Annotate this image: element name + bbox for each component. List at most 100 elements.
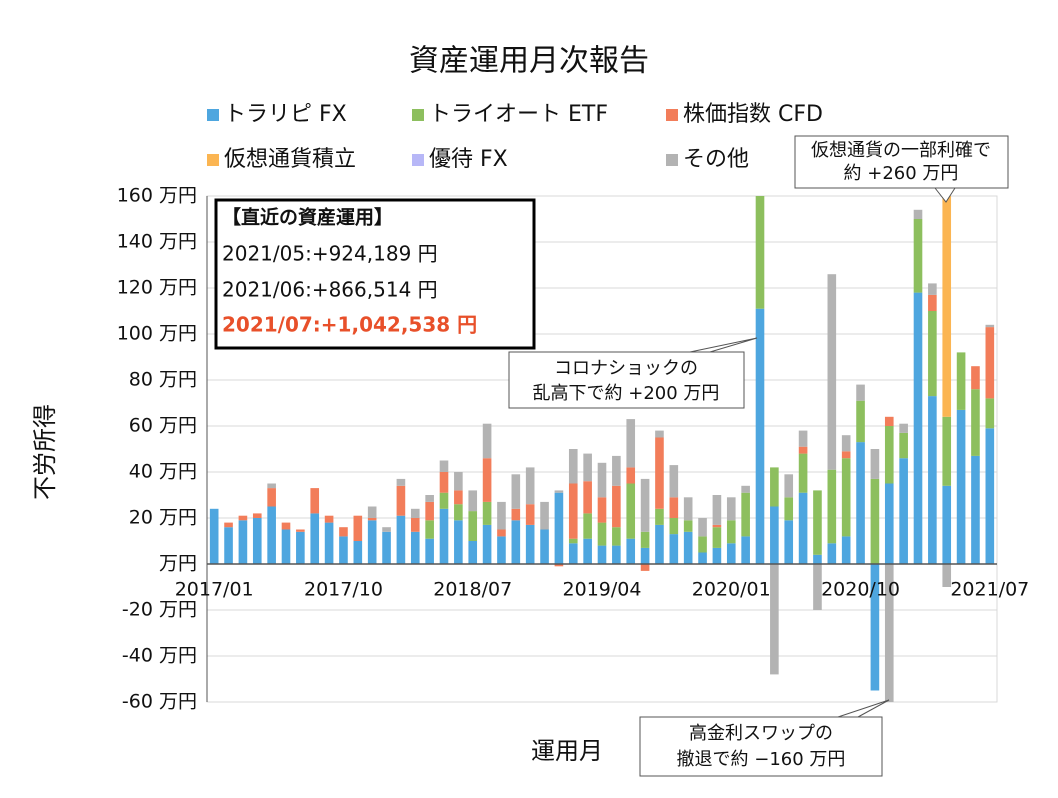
bar-segment (367, 518, 377, 521)
bar-segment (683, 531, 693, 564)
plot-area: -60 万円 -40 万円 -20 万円 万円 20 万円 40 万円 60 万円 80 万円… (117, 185, 1030, 713)
legend-swatch (666, 109, 678, 121)
bar-segment (770, 506, 779, 564)
info-box-title: 【直近の資産運用】 (222, 206, 393, 229)
bar-segment (324, 522, 334, 564)
bar-segment (425, 501, 434, 521)
bar-segment (482, 423, 492, 459)
bar-segment (568, 483, 578, 539)
bar-segment (296, 531, 305, 564)
annotation-text: 仮想通貨の一部利確で (811, 140, 991, 161)
legend-label: トライオート ETF (429, 102, 608, 127)
bar-segment (669, 534, 679, 564)
bar-segment (942, 196, 952, 417)
bar-segment (209, 508, 219, 564)
bar-segment (683, 520, 693, 532)
bar-segment (568, 543, 578, 564)
bar-segment (482, 524, 492, 564)
bar-segment (525, 524, 535, 564)
bar-segment (899, 458, 908, 564)
callout-pointer (837, 699, 890, 718)
bar-segment (640, 564, 650, 571)
bar-segment (497, 529, 506, 537)
x-tick-label: 2019/04 (563, 579, 642, 601)
bar-segment (669, 465, 679, 498)
x-tick-label: 2020/10 (821, 579, 900, 601)
callout-box (794, 135, 1009, 189)
bar-segment (712, 547, 722, 564)
bar-segment (626, 483, 636, 539)
bar-segment (770, 467, 779, 507)
bar-segment (640, 531, 650, 548)
bar-segment (454, 490, 463, 505)
info-box-frame (214, 198, 536, 350)
bar-segment (612, 545, 621, 564)
legend: トラリピ FX トライオート ETF 株価指数 CFD 仮想通貨積立 優待 FX その他 (207, 102, 823, 172)
bar-segment (597, 522, 607, 546)
bar-segment (296, 529, 305, 532)
bar-segment (928, 396, 937, 564)
y-tick-label: -60 万円 (122, 691, 197, 713)
callout-pointer (689, 337, 758, 353)
bar-segment (655, 524, 664, 564)
legend-label: 優待 FX (429, 147, 508, 172)
bar-segment (698, 518, 707, 537)
y-tick-label: 60 万円 (129, 415, 197, 437)
bar-segment (224, 527, 233, 564)
bar-segment (425, 520, 434, 539)
annotation-text: 撤退で約 −160 万円 (677, 749, 846, 770)
bar-segment (310, 513, 320, 564)
bar-segment (899, 432, 908, 459)
bar-segment (310, 488, 320, 514)
annotation-text: コロナショックの (554, 358, 698, 379)
bar-segment (712, 527, 722, 548)
legend-swatch (412, 109, 424, 121)
bar-segment (798, 453, 808, 493)
bar-segment (454, 520, 463, 564)
bar-segment (683, 497, 693, 521)
bar-segment (612, 455, 621, 486)
bar-segment (985, 428, 995, 564)
info-line: 2021/06:+866,514 円 (222, 278, 438, 302)
x-tick-label: 2021/07 (950, 579, 1029, 601)
bar-segment (640, 478, 650, 532)
bar-segment (913, 209, 923, 219)
bar-segment (597, 497, 607, 523)
bar-segment (612, 527, 621, 546)
annotation-text: 乱高下で約 +200 万円 (533, 383, 720, 404)
info-line: 2021/07:+1,042,538 円 (222, 313, 477, 337)
bar-segment (267, 506, 276, 564)
bar-segment (755, 308, 765, 564)
annotation-text: 高金利スワップの (689, 723, 833, 744)
bar-segment (655, 508, 664, 525)
bar-segment (755, 196, 765, 309)
bar-segment (410, 508, 420, 518)
bar-segment (583, 453, 592, 482)
bar-segment (238, 515, 248, 521)
bar-segment (224, 522, 233, 528)
bar-segment (568, 449, 578, 484)
legend-label: 株価指数 CFD (683, 102, 823, 127)
bar-segment (841, 458, 851, 537)
bar-segment (741, 485, 750, 493)
annotation: コロナショックの 乱高下で約 +200 万円 (508, 337, 758, 409)
bar-segment (928, 283, 937, 295)
bar-segment (813, 554, 822, 564)
bar-segment (612, 485, 621, 528)
bar-segment (468, 511, 478, 541)
bar-segment (942, 485, 952, 564)
bar-segment (698, 552, 707, 564)
bar-segment (410, 518, 420, 532)
bar-segment (784, 520, 794, 564)
bar-segment (353, 541, 363, 564)
bar-segment (640, 547, 650, 564)
bar-segment (454, 472, 463, 491)
bar-segment (669, 518, 679, 535)
bar-segment (626, 538, 636, 564)
bar-segment (382, 531, 391, 564)
y-tick-label: 80 万円 (129, 369, 197, 391)
x-tick-label: 2018/07 (433, 579, 512, 601)
bar-segment (267, 483, 276, 489)
y-tick-label: 140 万円 (117, 231, 197, 253)
legend-label: トラリピ FX (224, 102, 347, 127)
